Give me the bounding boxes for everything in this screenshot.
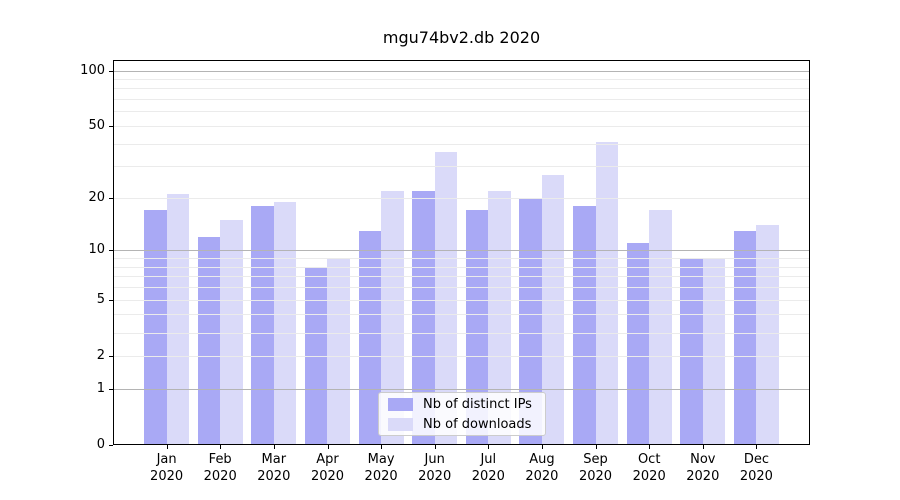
x-tick-label-apr: Apr 2020 [310,452,345,484]
x-tick-sep [595,445,597,449]
gridline-minor-80 [113,88,810,90]
gridline-minor-90 [113,79,810,80]
gridline-minor-2 [113,355,810,357]
x-tick-label-oct: Oct 2020 [632,452,666,484]
bar-distinct-ips-jul [465,210,489,445]
gridline-minor-6 [113,287,810,289]
y-tick-label-100: 100 [80,62,105,78]
bar-distinct-ips-feb [197,236,221,445]
gridline-minor-5 [113,299,810,301]
y-tick-0 [109,445,113,446]
bar-downloads-mar [273,201,297,445]
bar-downloads-apr [327,258,350,445]
bar-downloads-nov [702,258,726,445]
legend-item-downloads: Nb of downloads [388,417,545,432]
legend-label-distinct-ips: Nb of distinct IPs [423,396,532,412]
gridline-minor-70 [113,99,810,101]
legend-item-distinct-ips: Nb of distinct IPs [388,397,545,412]
x-tick-feb [220,445,222,449]
y-tick-50 [109,126,113,127]
y-tick-label-1: 1 [96,380,105,396]
x-tick-nov [702,445,704,449]
y-tick-label-2: 2 [96,347,105,363]
legend-swatch-distinct-ips [388,397,413,411]
plot-area [113,60,810,445]
bar-distinct-ips-sep [573,206,596,445]
x-tick-label-nov: Nov 2020 [686,452,720,484]
gridline-minor-4 [113,314,810,316]
bar-downloads-jul [488,190,511,445]
bar-distinct-ips-nov [680,258,703,445]
gridline-minor-8 [113,266,810,268]
bar-distinct-ips-mar [251,206,274,445]
bar-downloads-dec [756,225,779,445]
y-tick-label-10: 10 [88,242,105,258]
bar-distinct-ips-jan [144,210,167,445]
x-tick-label-may: May 2020 [364,452,398,484]
bar-downloads-jun [434,152,458,445]
x-tick-mar [273,445,275,449]
x-tick-label-jun: Jun 2020 [418,452,452,484]
y-tick-10 [109,250,113,252]
x-tick-label-jan: Jan 2020 [150,452,184,484]
bar-distinct-ips-jun [412,190,435,445]
gridline-minor-30 [113,166,810,168]
gridline-minor-60 [113,111,810,113]
gridline-minor-9 [113,258,810,260]
y-tick-20 [109,198,113,199]
gridline-major-10 [113,250,810,252]
gridline-major-100 [113,70,810,72]
y-tick-label-5: 5 [96,291,105,307]
gridline-minor-40 [113,143,810,145]
y-tick-label-0: 0 [96,437,105,452]
bar-downloads-oct [649,210,672,445]
bar-downloads-jan [166,194,190,445]
x-tick-aug [541,445,543,449]
x-tick-jul [488,445,490,449]
x-tick-label-jul: Jul 2020 [471,452,505,484]
legend: Nb of distinct IPs Nb of downloads [378,392,546,436]
x-tick-dec [756,445,758,449]
bar-distinct-ips-may [358,230,382,445]
gridline-major-1 [113,388,810,390]
y-tick-label-20: 20 [88,190,105,205]
y-tick-100 [109,70,113,72]
x-tick-may [381,445,383,449]
gridline-minor-3 [113,332,810,334]
bar-downloads-may [381,190,404,445]
bar-distinct-ips-dec [733,230,757,445]
x-tick-label-feb: Feb 2020 [203,452,237,484]
bar-downloads-sep [595,141,619,445]
x-tick-label-sep: Sep 2020 [578,452,613,484]
y-tick-2 [109,355,113,357]
x-tick-label-aug: Aug 2020 [525,452,559,484]
x-tick-label-dec: Dec 2020 [739,452,773,484]
x-tick-jan [166,445,168,449]
y-tick-5 [109,299,113,301]
y-tick-1 [109,388,113,390]
x-tick-jun [434,445,436,449]
legend-label-downloads: Nb of downloads [423,416,532,432]
x-tick-label-mar: Mar 2020 [257,452,291,484]
x-tick-apr [327,445,329,449]
bar-distinct-ips-oct [626,243,650,445]
y-tick-label-50: 50 [88,118,105,133]
bar-distinct-ips-aug [519,197,542,445]
x-tick-oct [649,445,651,449]
gridline-minor-20 [113,198,810,199]
bar-distinct-ips-apr [304,266,328,445]
gridline-minor-50 [113,126,810,127]
bar-downloads-aug [541,174,565,445]
chart-title: mgu74bv2.db 2020 [382,28,541,47]
legend-swatch-downloads [388,417,413,431]
gridline-minor-7 [113,276,810,278]
